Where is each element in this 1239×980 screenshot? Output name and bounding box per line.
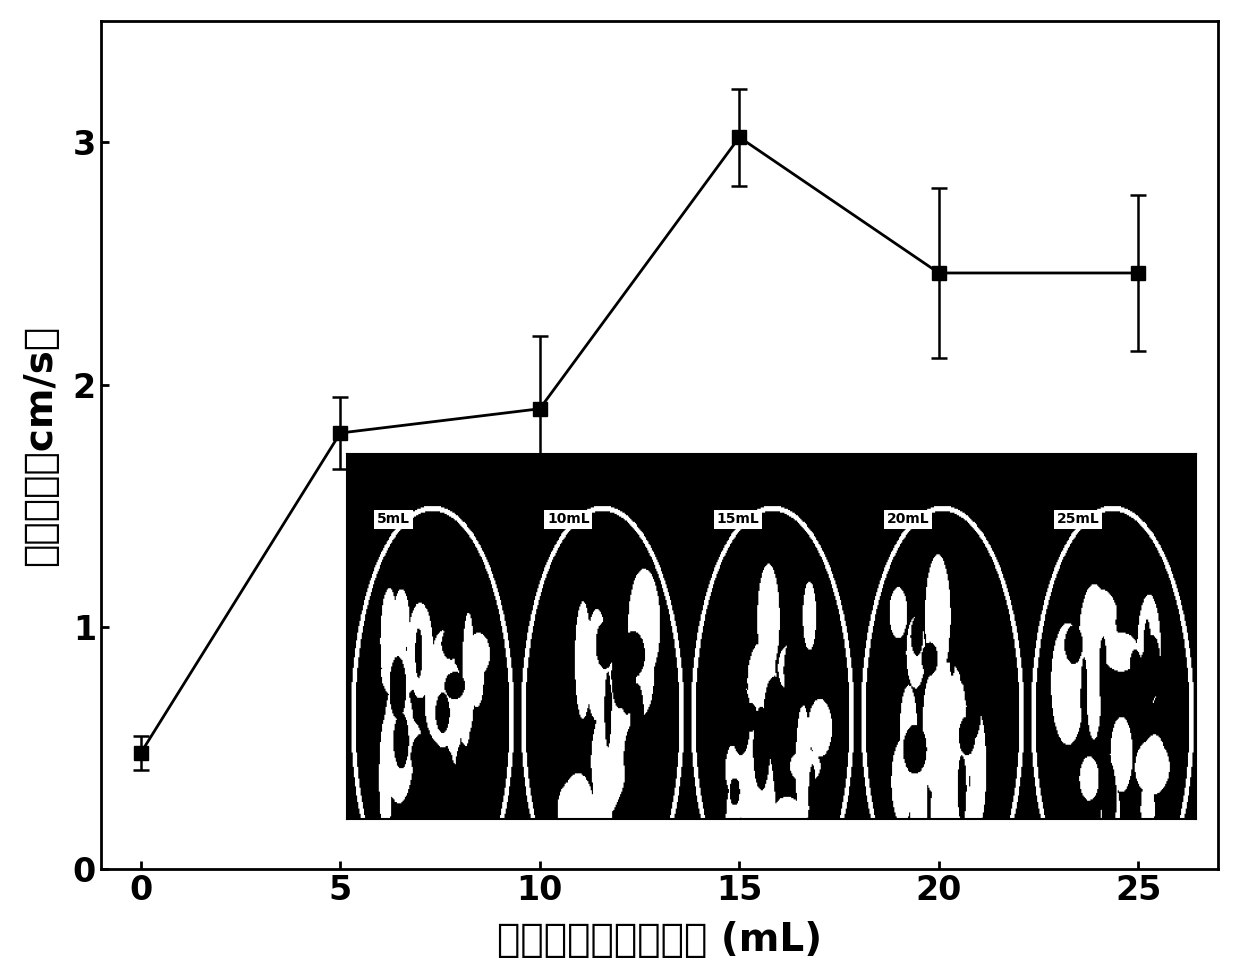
Y-axis label: 沉降速率（cm/s）: 沉降速率（cm/s） (21, 324, 58, 565)
X-axis label: 死体丝状真菌投加量 (mL): 死体丝状真菌投加量 (mL) (497, 921, 821, 959)
